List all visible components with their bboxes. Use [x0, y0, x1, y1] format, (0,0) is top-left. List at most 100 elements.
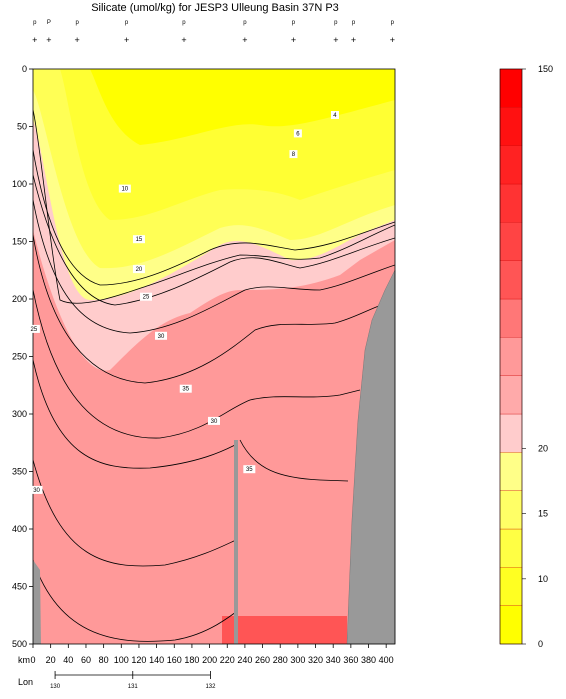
- x-tick-label: 140: [149, 655, 164, 665]
- colorbar-tick-label: 15: [538, 509, 548, 519]
- x-tick-label: 260: [255, 655, 270, 665]
- x-tick-label: 100: [114, 655, 129, 665]
- x-tick-label: 400: [379, 655, 394, 665]
- contour-label-bg: [27, 324, 40, 333]
- x-tick-label: 340: [326, 655, 341, 665]
- station-marker: +: [351, 35, 356, 45]
- station-label: p: [243, 20, 247, 26]
- bottom-topography: [33, 560, 41, 644]
- x-axis-label: km: [18, 655, 30, 665]
- contour-label-bg: [30, 485, 43, 494]
- contour-line: [33, 289, 361, 439]
- x-tick-label: 120: [131, 655, 146, 665]
- station-label: p: [334, 20, 338, 26]
- station-label: p: [292, 20, 296, 26]
- colorbar-swatch: [499, 567, 523, 606]
- lon-tick-label: 130: [50, 684, 61, 690]
- station-label: p: [391, 20, 395, 26]
- x-tick-label: 0: [30, 655, 35, 665]
- x-tick-label: 200: [202, 655, 217, 665]
- colorbar: 0 150 10 15 20: [499, 64, 553, 649]
- contour-label: 10: [121, 187, 128, 193]
- station-marker: +: [242, 35, 247, 45]
- contour-line: [33, 559, 237, 642]
- contour-lines: [33, 109, 395, 642]
- lon-tick-label: 132: [205, 684, 216, 690]
- contour-label: 20: [136, 267, 143, 273]
- contour-label-bg: [179, 384, 192, 393]
- contour-label: 30: [158, 334, 165, 340]
- x-tick-label: 160: [167, 655, 182, 665]
- colorbar-tick-label: 150: [538, 64, 553, 74]
- x-tick-label: 320: [308, 655, 323, 665]
- station-marker: +: [75, 35, 80, 45]
- y-axis: 0 50 100 150 200 250 300 350 400 450 500: [12, 64, 33, 649]
- colorbar-frame: [499, 68, 523, 645]
- y-tick-label: 200: [12, 294, 27, 304]
- bottom-topography: [234, 440, 238, 644]
- contour-label: 6: [296, 131, 300, 137]
- colorbar-swatch: [499, 145, 523, 185]
- colorbar-swatch: [499, 260, 523, 300]
- x-tick-label: 60: [81, 655, 91, 665]
- x-tick-label: 80: [99, 655, 109, 665]
- contour-line: [33, 359, 236, 469]
- station-marker: +: [32, 35, 37, 45]
- x-tick-label: 220: [220, 655, 235, 665]
- colorbar-swatch: [499, 337, 523, 376]
- colorbar-swatch: [499, 528, 523, 568]
- colorbar-swatch: [499, 298, 523, 338]
- contour-label-bg: [155, 331, 168, 340]
- contour-label: 30: [33, 488, 40, 494]
- lon-tick-label: 131: [128, 684, 139, 690]
- station-label: p: [125, 20, 129, 26]
- station-label: P: [47, 20, 51, 26]
- station-label: p: [352, 20, 356, 26]
- x-tick-label: 180: [184, 655, 199, 665]
- y-tick-label: 350: [12, 467, 27, 477]
- x-tick-label: 300: [290, 655, 305, 665]
- x-tick-label: 240: [237, 655, 252, 665]
- y-tick-label: 450: [12, 582, 27, 592]
- contour-label: 25: [143, 295, 150, 301]
- field-surface-yellow: [90, 69, 395, 145]
- contour-label-bg: [132, 235, 145, 244]
- contour-label-bg: [293, 129, 302, 138]
- contour-label: 4: [333, 113, 337, 119]
- y-tick-label: 0: [22, 64, 27, 74]
- colorbar-swatch: [499, 375, 523, 415]
- field-bottom-patch: [222, 616, 347, 644]
- contour-label-bg: [140, 292, 153, 301]
- contour-label-bg: [208, 416, 220, 425]
- colorbar-swatch: [499, 222, 523, 261]
- station-label: p: [33, 20, 37, 26]
- colorbar-swatch: [499, 490, 523, 530]
- y-tick-label: 150: [12, 237, 27, 247]
- x-tick-label: 20: [46, 655, 56, 665]
- station-label: p: [182, 20, 186, 26]
- station-marker: +: [46, 35, 51, 45]
- station-marker: +: [390, 35, 395, 45]
- x-axis: 0 20 40 60 80 100 120 140 160 180 200 220 240 260 280 3…: [30, 644, 394, 665]
- colorbar-swatch: [499, 68, 523, 108]
- colorbar-swatch: [499, 452, 523, 491]
- contour-label: 25: [31, 327, 38, 333]
- colorbar-swatch: [499, 107, 523, 146]
- contour-line: [33, 459, 237, 567]
- x-tick-label: 40: [63, 655, 73, 665]
- contour-line: [33, 174, 395, 306]
- y-tick-label: 400: [12, 524, 27, 534]
- contour-line: [239, 439, 349, 482]
- station-marker: +: [333, 35, 338, 45]
- contour-line: [33, 234, 395, 384]
- station-marker: +: [291, 35, 296, 45]
- contour-label: 8: [292, 152, 296, 158]
- x-tick-label: 380: [361, 655, 376, 665]
- y-tick-label: 50: [17, 122, 27, 132]
- chart-title: Silicate (umol/kg) for JESP3 Ulleung Bas…: [91, 2, 339, 14]
- colorbar-tick-label: 10: [538, 574, 548, 584]
- y-tick-label: 300: [12, 409, 27, 419]
- y-tick-label: 250: [12, 352, 27, 362]
- station-marker: +: [181, 35, 186, 45]
